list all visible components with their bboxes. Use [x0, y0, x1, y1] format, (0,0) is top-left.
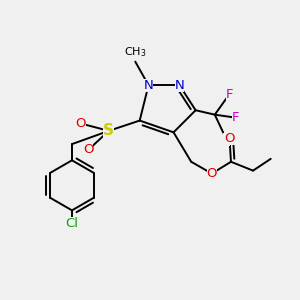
Text: Cl: Cl	[65, 217, 79, 230]
Text: F: F	[226, 88, 233, 100]
Text: O: O	[207, 167, 217, 180]
Text: N: N	[175, 79, 184, 92]
Text: O: O	[76, 117, 86, 130]
Text: S: S	[103, 123, 114, 138]
Text: F: F	[232, 111, 239, 124]
Text: N: N	[144, 79, 153, 92]
Text: F: F	[223, 133, 230, 146]
Text: O: O	[224, 132, 235, 145]
Text: CH$_3$: CH$_3$	[124, 45, 146, 59]
Text: O: O	[83, 143, 93, 157]
